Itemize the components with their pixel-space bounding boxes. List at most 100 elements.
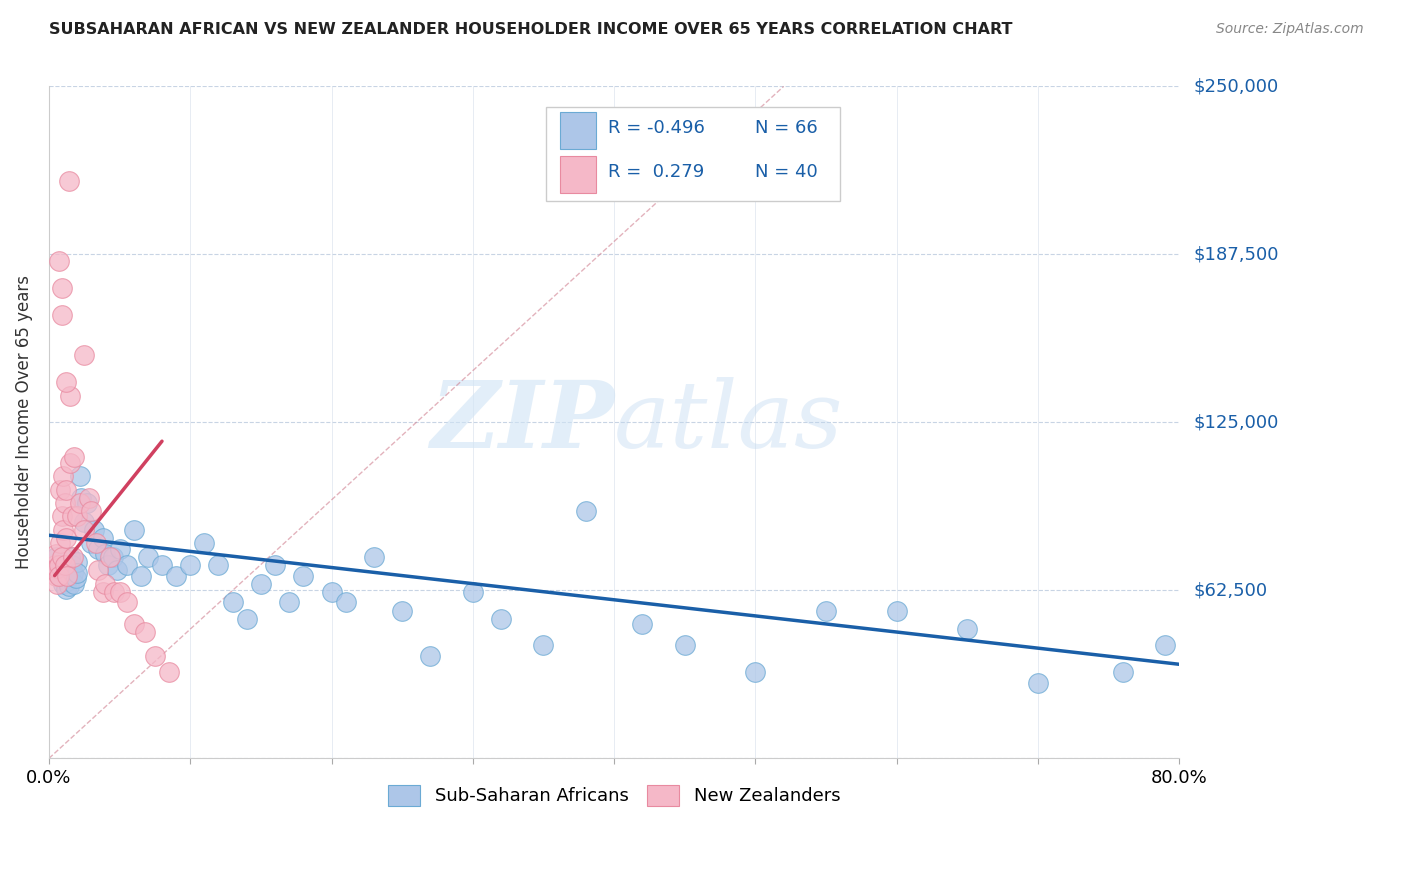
Point (886, 603, 908, 617)
Point (84, 536, 107, 550)
Point (73, 348, 96, 362)
Point (143, 649, 166, 664)
Point (55, 531, 77, 545)
Point (157, 665, 180, 680)
Point (1026, 676, 1049, 690)
Point (103, 584, 125, 599)
Point (56, 568, 79, 582)
Point (62, 549, 84, 564)
Bar (560, 112, 596, 149)
Point (108, 584, 131, 599)
Point (101, 549, 124, 564)
Point (48, 254, 70, 268)
Point (419, 649, 441, 664)
Point (150, 558, 173, 572)
Point (94, 547, 117, 561)
Point (292, 568, 315, 582)
Point (63, 576, 86, 591)
Point (59, 568, 82, 582)
Point (51, 549, 73, 564)
Point (58, 173, 80, 187)
Point (461, 584, 484, 599)
Point (49, 536, 72, 550)
Point (59, 388, 82, 402)
Point (48, 568, 70, 582)
Point (60, 509, 83, 524)
Point (83, 523, 105, 537)
Point (73, 523, 96, 537)
Point (179, 558, 201, 572)
Point (87, 541, 110, 556)
Text: ZIP: ZIP (430, 377, 614, 467)
Point (59, 549, 82, 564)
Point (363, 549, 385, 564)
Point (53, 558, 76, 572)
Text: R =  0.279: R = 0.279 (609, 163, 704, 181)
Text: atlas: atlas (614, 377, 844, 467)
Point (45, 568, 67, 582)
Point (122, 617, 145, 632)
Point (744, 665, 766, 680)
Point (531, 639, 554, 653)
Point (115, 595, 138, 609)
Point (956, 623, 979, 637)
Point (250, 576, 273, 591)
Point (60, 558, 83, 572)
Point (59, 456, 82, 470)
Point (56, 563, 79, 577)
Point (56, 574, 79, 588)
Point (98, 549, 121, 564)
Text: $250,000: $250,000 (1194, 78, 1278, 95)
Point (53, 496, 76, 510)
Point (115, 558, 138, 572)
Point (45, 547, 67, 561)
Point (65, 571, 87, 585)
Point (631, 617, 654, 632)
Text: $187,500: $187,500 (1194, 245, 1278, 263)
Point (76, 496, 98, 510)
Point (673, 639, 696, 653)
Point (73, 515, 96, 529)
Point (278, 595, 301, 609)
Point (52, 523, 75, 537)
Point (55, 483, 77, 497)
Point (48, 563, 70, 577)
Point (391, 603, 413, 617)
Y-axis label: Householder Income Over 65 years: Householder Income Over 65 years (15, 276, 32, 569)
Point (221, 595, 243, 609)
Point (207, 558, 229, 572)
Point (45, 549, 67, 564)
Point (94, 576, 117, 591)
Text: N = 66: N = 66 (755, 120, 818, 137)
Point (80, 536, 103, 550)
FancyBboxPatch shape (547, 107, 839, 201)
Legend: Sub-Saharan Africans, New Zealanders: Sub-Saharan Africans, New Zealanders (381, 778, 848, 814)
Point (193, 536, 215, 550)
Point (70, 491, 93, 505)
Point (489, 611, 512, 625)
Point (80, 504, 103, 518)
Point (235, 611, 257, 625)
Point (91, 584, 114, 599)
Point (44, 558, 66, 572)
Point (97, 558, 120, 572)
Text: R = -0.496: R = -0.496 (609, 120, 706, 137)
Point (53, 560, 76, 574)
Bar (560, 156, 596, 194)
Point (66, 555, 89, 569)
Text: N = 40: N = 40 (755, 163, 818, 181)
Point (165, 568, 187, 582)
Point (66, 509, 89, 524)
Point (69, 496, 91, 510)
Point (335, 595, 357, 609)
Point (51, 308, 73, 322)
Point (52, 576, 75, 591)
Point (77, 491, 100, 505)
Point (105, 563, 128, 577)
Point (63, 450, 86, 465)
Point (108, 541, 131, 556)
Point (49, 483, 72, 497)
Point (58, 579, 80, 593)
Point (575, 504, 598, 518)
Point (51, 509, 73, 524)
